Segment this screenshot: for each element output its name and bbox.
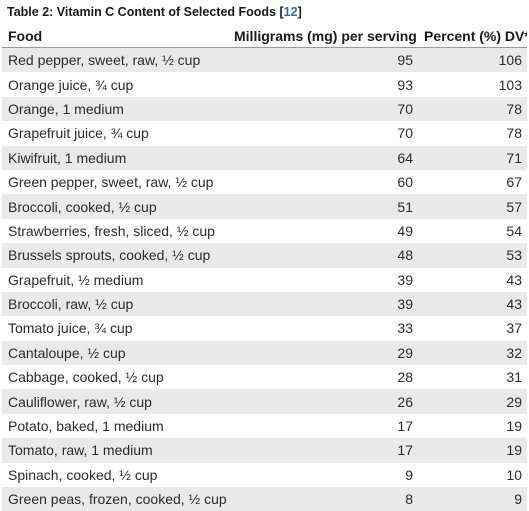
cell-food: Green peas, frozen, cooked, ½ cup <box>2 487 228 511</box>
cell-milligrams: 60 <box>228 169 418 195</box>
table-row: Broccoli, cooked, ½ cup 51 57 <box>2 194 527 219</box>
cell-food: Cantaloupe, ½ cup <box>2 340 228 366</box>
cell-food: Cabbage, cooked, ½ cup <box>2 365 228 390</box>
cell-food: Tomato, raw, 1 medium <box>2 438 228 463</box>
table-row: Kiwifruit, 1 medium 64 71 <box>2 145 527 170</box>
cell-percent-dv: 10 <box>418 462 527 488</box>
cell-food: Grapefruit, ½ medium <box>2 267 228 292</box>
table-row: Potato, baked, 1 medium 17 19 <box>2 413 527 439</box>
table-row: Grapefruit, ½ medium 39 43 <box>2 267 527 292</box>
vitamin-c-table: Food Milligrams (mg) per serving Percent… <box>2 24 527 511</box>
cell-percent-dv: 32 <box>418 340 527 366</box>
table-row: Orange juice, ¾ cup 93 103 <box>2 72 527 97</box>
caption-close: ] <box>297 5 302 19</box>
cell-percent-dv: 78 <box>418 121 527 146</box>
cell-milligrams: 70 <box>228 96 418 122</box>
table-row: Tomato, raw, 1 medium 17 19 <box>2 438 527 463</box>
cell-food: Spinach, cooked, ½ cup <box>2 462 228 488</box>
cell-milligrams: 8 <box>228 487 418 511</box>
table-row: Red pepper, sweet, raw, ½ cup 95 106 <box>2 47 527 73</box>
table-header-row: Food Milligrams (mg) per serving Percent… <box>2 24 527 48</box>
cell-milligrams: 17 <box>228 438 418 463</box>
cell-food: Brussels sprouts, cooked, ½ cup <box>2 243 228 268</box>
cell-milligrams: 28 <box>228 365 418 390</box>
cell-percent-dv: 54 <box>418 218 527 244</box>
table-row: Grapefruit juice, ¾ cup 70 78 <box>2 121 527 146</box>
cell-milligrams: 33 <box>228 316 418 341</box>
cell-percent-dv: 57 <box>418 194 527 219</box>
table-row: Green peas, frozen, cooked, ½ cup 8 9 <box>2 487 527 511</box>
cell-percent-dv: 103 <box>418 72 527 97</box>
table-row: Brussels sprouts, cooked, ½ cup 48 53 <box>2 243 527 268</box>
cell-percent-dv: 37 <box>418 316 527 341</box>
cell-milligrams: 64 <box>228 145 418 170</box>
cell-food: Broccoli, cooked, ½ cup <box>2 194 228 219</box>
cell-percent-dv: 9 <box>418 487 527 511</box>
cell-milligrams: 39 <box>228 291 418 317</box>
cell-milligrams: 9 <box>228 462 418 488</box>
header-percent-dv: Percent (%) DV* <box>418 24 527 48</box>
cell-milligrams: 26 <box>228 389 418 414</box>
cell-milligrams: 95 <box>228 47 418 73</box>
cell-food: Green pepper, sweet, raw, ½ cup <box>2 169 228 195</box>
table-row: Strawberries, fresh, sliced, ½ cup 49 54 <box>2 218 527 244</box>
cell-food: Potato, baked, 1 medium <box>2 413 228 439</box>
table-row: Orange, 1 medium 70 78 <box>2 96 527 122</box>
table-row: Tomato juice, ¾ cup 33 37 <box>2 316 527 341</box>
cell-food: Cauliflower, raw, ½ cup <box>2 389 228 414</box>
table-row: Green pepper, sweet, raw, ½ cup 60 67 <box>2 169 527 195</box>
cell-food: Tomato juice, ¾ cup <box>2 316 228 341</box>
cell-food: Strawberries, fresh, sliced, ½ cup <box>2 218 228 244</box>
cell-food: Red pepper, sweet, raw, ½ cup <box>2 47 228 73</box>
cell-percent-dv: 71 <box>418 145 527 170</box>
cell-percent-dv: 43 <box>418 267 527 292</box>
table-row: Cantaloupe, ½ cup 29 32 <box>2 340 527 366</box>
header-food: Food <box>2 24 228 48</box>
cell-milligrams: 51 <box>228 194 418 219</box>
cell-milligrams: 39 <box>228 267 418 292</box>
cell-percent-dv: 43 <box>418 291 527 317</box>
header-milligrams: Milligrams (mg) per serving <box>228 24 418 48</box>
cell-food: Kiwifruit, 1 medium <box>2 145 228 170</box>
cell-food: Orange juice, ¾ cup <box>2 72 228 97</box>
cell-milligrams: 49 <box>228 218 418 244</box>
cell-food: Broccoli, raw, ½ cup <box>2 291 228 317</box>
table-row: Spinach, cooked, ½ cup 9 10 <box>2 462 527 488</box>
caption-text: Table 2: Vitamin C Content of Selected F… <box>7 5 284 19</box>
cell-percent-dv: 67 <box>418 169 527 195</box>
cell-percent-dv: 53 <box>418 243 527 268</box>
table-row: Cauliflower, raw, ½ cup 26 29 <box>2 389 527 414</box>
cell-percent-dv: 78 <box>418 96 527 122</box>
cell-percent-dv: 31 <box>418 365 527 390</box>
cell-food: Grapefruit juice, ¾ cup <box>2 121 228 146</box>
cell-percent-dv: 29 <box>418 389 527 414</box>
cell-percent-dv: 19 <box>418 413 527 439</box>
reference-link[interactable]: 12 <box>283 5 298 19</box>
cell-milligrams: 48 <box>228 243 418 268</box>
table-caption: Table 2: Vitamin C Content of Selected F… <box>7 5 302 19</box>
table-row: Broccoli, raw, ½ cup 39 43 <box>2 291 527 317</box>
cell-percent-dv: 19 <box>418 438 527 463</box>
cell-milligrams: 93 <box>228 72 418 97</box>
table-row: Cabbage, cooked, ½ cup 28 31 <box>2 365 527 390</box>
cell-food: Orange, 1 medium <box>2 96 228 122</box>
cell-milligrams: 70 <box>228 121 418 146</box>
cell-milligrams: 17 <box>228 413 418 439</box>
table-body: Red pepper, sweet, raw, ½ cup 95 106 Orange… <box>2 47 527 511</box>
cell-percent-dv: 106 <box>418 47 527 73</box>
cell-milligrams: 29 <box>228 340 418 366</box>
